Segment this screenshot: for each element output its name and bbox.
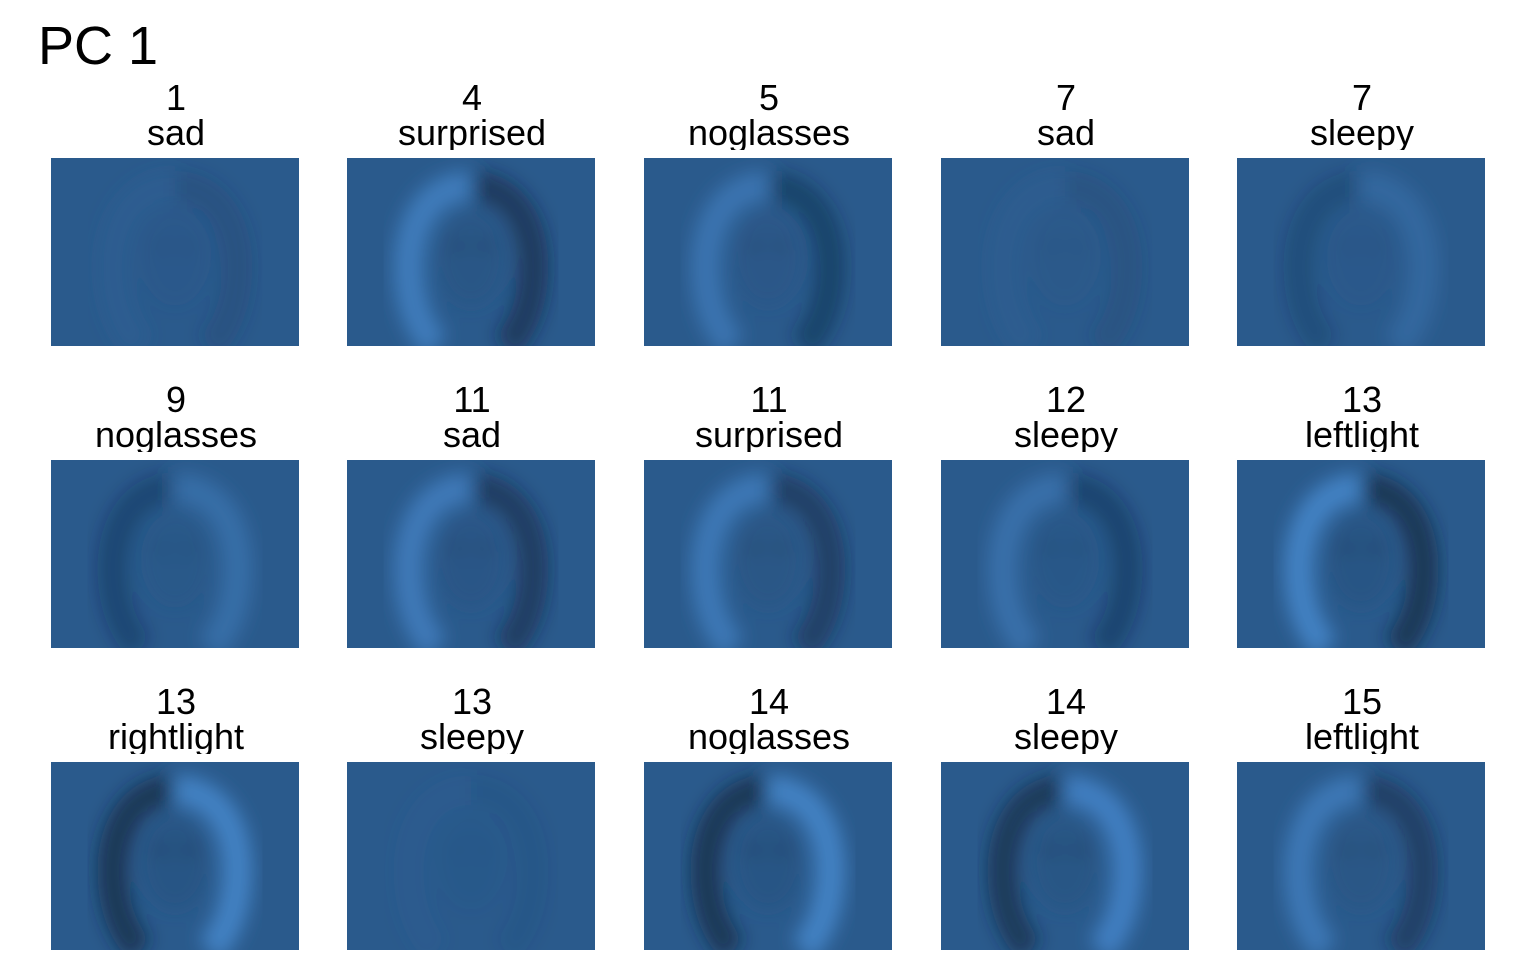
panel-subject-id: 11 (453, 382, 491, 420)
eigenface-image (644, 460, 892, 648)
panel-subject-id: 11 (750, 382, 788, 420)
face-panel: 5 noglasses (644, 80, 894, 346)
panel-condition: sleepy (1309, 112, 1415, 151)
panel-label: 14 noglasses (644, 684, 894, 754)
panel-condition: noglasses (687, 716, 851, 755)
face-panel: 1 sad (51, 80, 301, 346)
panel-condition: noglasses (687, 112, 851, 151)
panel-label: 13 rightlight (51, 684, 301, 754)
panel-subject-id: 7 (1351, 80, 1373, 118)
panel-label: 9 noglasses (51, 382, 301, 452)
panel-subject-id: 1 (165, 80, 187, 118)
figure-title: PC 1 (38, 16, 159, 76)
panel-condition: sad (146, 112, 206, 151)
face-panel: 11 sad (347, 382, 597, 648)
eigenface-image (347, 158, 595, 346)
face-panel: 15 leftlight (1237, 684, 1487, 950)
panel-label: 13 leftlight (1237, 382, 1487, 452)
face-panel: 14 noglasses (644, 684, 894, 950)
eigenface-image (644, 762, 892, 950)
panel-subject-id: 14 (1045, 684, 1087, 722)
eigenface-image (1237, 460, 1485, 648)
panel-subject-id: 14 (748, 684, 790, 722)
panel-condition: sad (1036, 112, 1096, 151)
eigenface-image (51, 762, 299, 950)
panel-label: 5 noglasses (644, 80, 894, 150)
face-panel: 13 sleepy (347, 684, 597, 950)
panel-label: 7 sad (941, 80, 1191, 150)
face-panel: 7 sleepy (1237, 80, 1487, 346)
eigenface-image (1237, 762, 1485, 950)
panel-condition: sleepy (1013, 414, 1119, 453)
panel-label: 14 sleepy (941, 684, 1191, 754)
panel-label: 13 sleepy (347, 684, 597, 754)
panel-subject-id: 9 (165, 382, 187, 420)
panel-condition: sleepy (419, 716, 525, 755)
eigenface-image (941, 460, 1189, 648)
panel-condition: rightlight (107, 716, 245, 755)
panel-subject-id: 5 (758, 80, 780, 118)
panel-label: 11 surprised (644, 382, 894, 452)
eigenface-image (51, 460, 299, 648)
face-panel: 4 surprised (347, 80, 597, 346)
eigenface-image (644, 158, 892, 346)
panel-subject-id: 4 (461, 80, 483, 118)
panel-condition: surprised (694, 414, 844, 453)
eigenface-image (347, 762, 595, 950)
panel-label: 4 surprised (347, 80, 597, 150)
panel-subject-id: 12 (1045, 382, 1087, 420)
panel-label: 1 sad (51, 80, 301, 150)
panel-condition: sad (442, 414, 502, 453)
panel-condition: surprised (397, 112, 547, 151)
eigenface-image (347, 460, 595, 648)
panel-condition: sleepy (1013, 716, 1119, 755)
eigenface-image (941, 762, 1189, 950)
face-panel: 13 leftlight (1237, 382, 1487, 648)
face-panel: 13 rightlight (51, 684, 301, 950)
panel-subject-id: 13 (451, 684, 493, 722)
panel-condition: noglasses (94, 414, 258, 453)
eigenface-image (51, 158, 299, 346)
panel-condition: leftlight (1304, 716, 1420, 755)
panel-label: 15 leftlight (1237, 684, 1487, 754)
panel-subject-id: 13 (1341, 382, 1383, 420)
face-panel: 11 surprised (644, 382, 894, 648)
face-panel: 7 sad (941, 80, 1191, 346)
face-panel: 12 sleepy (941, 382, 1191, 648)
panel-label: 12 sleepy (941, 382, 1191, 452)
panel-subject-id: 7 (1055, 80, 1077, 118)
panel-subject-id: 15 (1341, 684, 1383, 722)
face-panel: 9 noglasses (51, 382, 301, 648)
panel-condition: leftlight (1304, 414, 1420, 453)
panel-label: 7 sleepy (1237, 80, 1487, 150)
face-panel: 14 sleepy (941, 684, 1191, 950)
panel-label: 11 sad (347, 382, 597, 452)
eigenface-image (941, 158, 1189, 346)
panel-subject-id: 13 (155, 684, 197, 722)
eigenface-image (1237, 158, 1485, 346)
